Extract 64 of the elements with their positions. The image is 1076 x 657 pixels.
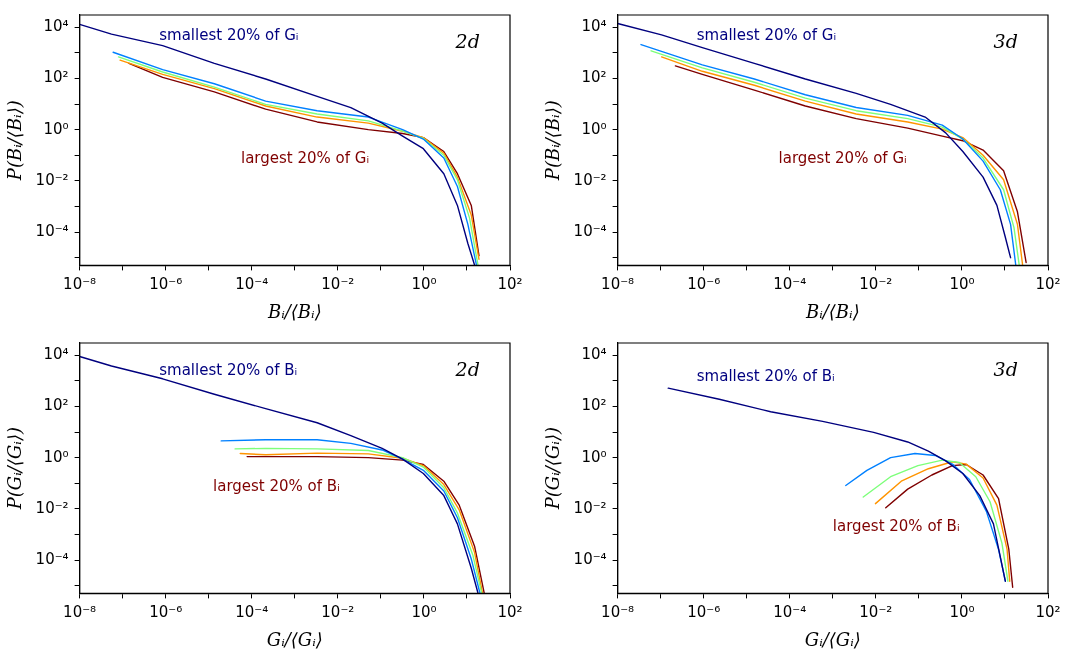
x-tick-label: 10⁻² xyxy=(321,275,355,294)
series-label: smallest 20% of Gᵢ xyxy=(696,26,837,45)
y-tick-label: 10⁰ xyxy=(43,447,69,466)
y-tick-label: 10⁴ xyxy=(43,17,69,36)
series-label: smallest 20% of Bᵢ xyxy=(159,360,298,379)
series-label: smallest 20% of Bᵢ xyxy=(696,366,835,385)
y-tick-label: 10⁻² xyxy=(35,498,69,517)
annotation: 2d xyxy=(454,357,480,380)
x-axis-title: Bᵢ/⟨Bᵢ⟩ xyxy=(266,300,322,322)
y-tick-label: 10⁻² xyxy=(573,170,607,189)
y-tick-label: 10⁻⁴ xyxy=(573,549,607,568)
series-label: largest 20% of Gᵢ xyxy=(778,148,907,167)
y-axis-title: P(Gᵢ/⟨Gᵢ⟩) xyxy=(542,427,564,511)
y-tick-label: 10⁰ xyxy=(43,119,69,138)
y-tick-label: 10⁻⁴ xyxy=(35,549,69,568)
x-tick-label: 10⁰ xyxy=(411,603,437,622)
x-tick-label: 10⁻⁴ xyxy=(773,603,807,622)
x-tick-label: 10² xyxy=(1035,275,1061,294)
x-tick-label: 10⁻⁶ xyxy=(149,603,183,622)
series-label: smallest 20% of Gᵢ xyxy=(159,26,299,45)
x-tick-label: 10² xyxy=(497,603,523,622)
x-tick-label: 10⁻⁴ xyxy=(773,275,807,294)
y-tick-label: 10⁻⁴ xyxy=(35,221,69,240)
y-tick-label: 10² xyxy=(43,68,69,87)
x-tick-label: 10⁻⁸ xyxy=(601,603,635,622)
y-tick-label: 10⁴ xyxy=(581,345,607,364)
annotation: 3d xyxy=(993,29,1018,52)
y-axis-title: P(Bᵢ/⟨Bᵢ⟩) xyxy=(4,100,26,182)
series-label: largest 20% of Gᵢ xyxy=(241,148,370,167)
y-tick-label: 10⁴ xyxy=(581,17,607,36)
y-tick-label: 10² xyxy=(43,396,69,415)
annotation: 2d xyxy=(454,29,480,52)
x-tick-label: 10⁻² xyxy=(859,275,893,294)
series-label: largest 20% of Bᵢ xyxy=(213,476,340,495)
x-tick-label: 10⁻⁸ xyxy=(63,275,97,294)
y-tick-label: 10⁻² xyxy=(573,498,607,517)
y-tick-label: 10⁻² xyxy=(35,170,69,189)
x-axis-title: Bᵢ/⟨Bᵢ⟩ xyxy=(804,300,860,322)
y-tick-label: 10⁴ xyxy=(43,345,69,364)
y-tick-label: 10⁰ xyxy=(581,447,607,466)
x-tick-label: 10⁻⁴ xyxy=(235,603,269,622)
x-tick-label: 10⁻⁶ xyxy=(687,275,721,294)
y-tick-label: 10² xyxy=(581,68,607,87)
y-tick-label: 10⁰ xyxy=(581,119,607,138)
x-axis-title: Gᵢ/⟨Gᵢ⟩ xyxy=(266,628,323,650)
x-axis-title: Gᵢ/⟨Gᵢ⟩ xyxy=(804,628,861,650)
x-tick-label: 10⁰ xyxy=(411,275,437,294)
x-tick-label: 10⁰ xyxy=(949,275,975,294)
x-tick-label: 10⁻⁶ xyxy=(687,603,721,622)
x-tick-label: 10² xyxy=(1035,603,1061,622)
y-tick-label: 10⁻⁴ xyxy=(573,221,607,240)
x-tick-label: 10⁻⁸ xyxy=(63,603,97,622)
x-tick-label: 10⁻⁴ xyxy=(235,275,269,294)
series-label: largest 20% of Bᵢ xyxy=(832,516,960,535)
x-tick-label: 10⁻⁶ xyxy=(149,275,183,294)
x-tick-label: 10⁻⁸ xyxy=(601,275,635,294)
y-axis-title: P(Gᵢ/⟨Gᵢ⟩) xyxy=(4,427,26,511)
x-tick-label: 10² xyxy=(497,275,523,294)
x-tick-label: 10⁻² xyxy=(859,603,893,622)
x-tick-label: 10⁻² xyxy=(321,603,355,622)
y-axis-title: P(Bᵢ/⟨Bᵢ⟩) xyxy=(542,100,564,182)
y-tick-label: 10² xyxy=(581,396,607,415)
annotation: 3d xyxy=(993,357,1018,380)
x-tick-label: 10⁰ xyxy=(949,603,975,622)
